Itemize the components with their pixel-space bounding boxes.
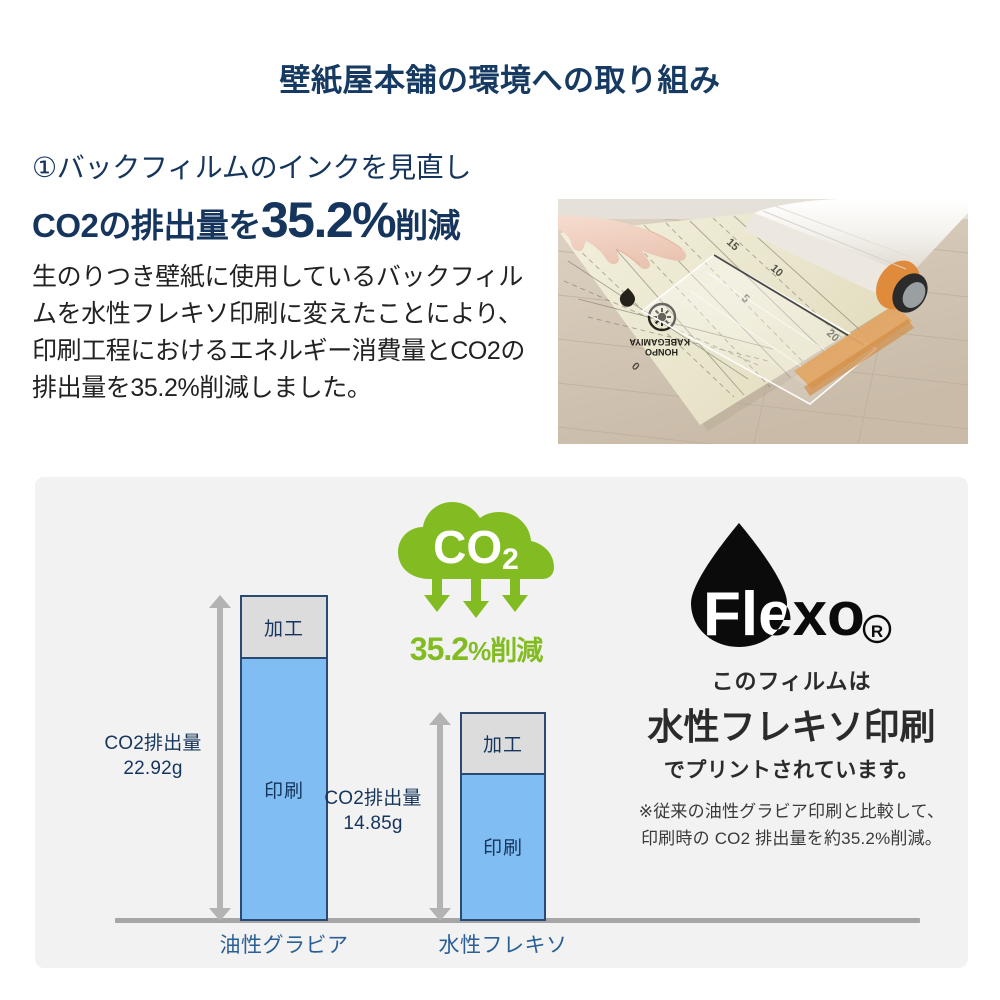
measure-label-value: 14.85g (343, 812, 403, 834)
photo-illustration: 15 10 5 0 20 KABEGAMIYA HONPO (558, 199, 968, 444)
measure-label-title: CO2排出量 (104, 733, 202, 754)
arrow-head-down-icon (429, 908, 451, 921)
flexo-ink-drop-icon: Flexo Flexo R (690, 523, 891, 649)
intro-headline: CO2の排出量を 35.2% 削減 (32, 195, 532, 245)
flexo-product-block: Flexo Flexo R このフィルムは 水性フレキソ印刷 でプリントされてい… (615, 517, 968, 852)
headline-prefix: CO2の排出量を (32, 207, 261, 244)
page-title: 壁紙屋本舗の環境への取り組み (279, 63, 721, 98)
co2-reduction-badge: CO2 35.2%削減 (376, 497, 576, 668)
reduction-word: 削減 (490, 636, 543, 666)
co2-reduction-text: 35.2%削減 (376, 629, 576, 668)
measure-label-water-flexo: CO2排出量 14.85g (317, 787, 429, 836)
reduction-unit: % (468, 636, 491, 666)
category-label-oil-gravure: 油性グラビア (219, 934, 349, 957)
wallpaper-roll-photo: 15 10 5 0 20 KABEGAMIYA HONPO (558, 199, 968, 444)
headline-value: 35.2% (260, 192, 397, 248)
arrow-head-down-icon (209, 908, 231, 921)
measure-arrow-water-flexo (429, 712, 451, 921)
measure-label-oil-gravure: CO2排出量 22.92g (97, 732, 209, 781)
arrow-head-up-icon (209, 595, 231, 608)
film-footnote-line-2: 印刷時の CO2 排出量を約35.2%削減。 (640, 829, 942, 849)
arrow-shaft (437, 722, 443, 911)
headline-suffix: 削減 (395, 207, 461, 244)
intro-section: ①バックフィルムのインクを見直し CO2の排出量を 35.2% 削減 生のりつき… (32, 150, 532, 407)
bar-water-flexo: 加工 印刷 (460, 712, 546, 921)
film-footnote: ※従来の油性グラビア印刷と比較して、 印刷時の CO2 排出量を約35.2%削減… (615, 798, 968, 852)
film-footnote-line-1: ※従来の油性グラビア印刷と比較して、 (638, 802, 945, 821)
svg-text:HONPO: HONPO (645, 347, 678, 357)
film-caption-line-3: でプリントされています。 (663, 759, 920, 782)
bar-segment-kakou: 加工 (242, 597, 326, 660)
category-label-water-flexo: 水性フレキソ (438, 934, 568, 957)
arrow-head-up-icon (429, 712, 451, 725)
intro-lead: ①バックフィルムのインクを見直し (32, 152, 472, 183)
measure-arrow-oil-gravure (209, 595, 231, 921)
flexo-logo: Flexo Flexo R (677, 517, 907, 652)
intro-body-text: 生のりつき壁紙に使用しているバックフィルムを水性フレキソ印刷に変えたことにより、… (32, 263, 526, 402)
comparison-panel: 加工 印刷 CO2排出量 22.92g 油性グラビア 加工 印刷 CO2排出量 … (35, 477, 968, 968)
measure-label-value: 22.92g (123, 757, 183, 779)
bar-oil-gravure: 加工 印刷 (240, 595, 328, 921)
arrow-shaft (217, 605, 223, 911)
bar-segment-insatsu: 印刷 (242, 659, 326, 919)
film-caption-line-2: 水性フレキソ印刷 (647, 706, 936, 747)
registered-trademark-icon: R (862, 614, 891, 644)
bar-segment-kakou: 加工 (462, 714, 544, 775)
co2-emission-bar-chart: 加工 印刷 CO2排出量 22.92g 油性グラビア 加工 印刷 CO2排出量 … (35, 477, 920, 968)
svg-text:R: R (870, 622, 882, 641)
film-caption-line-1: このフィルムは (711, 669, 872, 694)
co2-cloud-icon: CO2 (398, 502, 554, 618)
reduction-value: 35.2 (409, 631, 469, 667)
flexo-logo-text-outer: Flexo (703, 580, 865, 649)
measure-label-title: CO2排出量 (324, 788, 422, 809)
svg-text:KABEGAMIYA: KABEGAMIYA (629, 337, 690, 347)
bar-segment-insatsu: 印刷 (462, 774, 544, 919)
